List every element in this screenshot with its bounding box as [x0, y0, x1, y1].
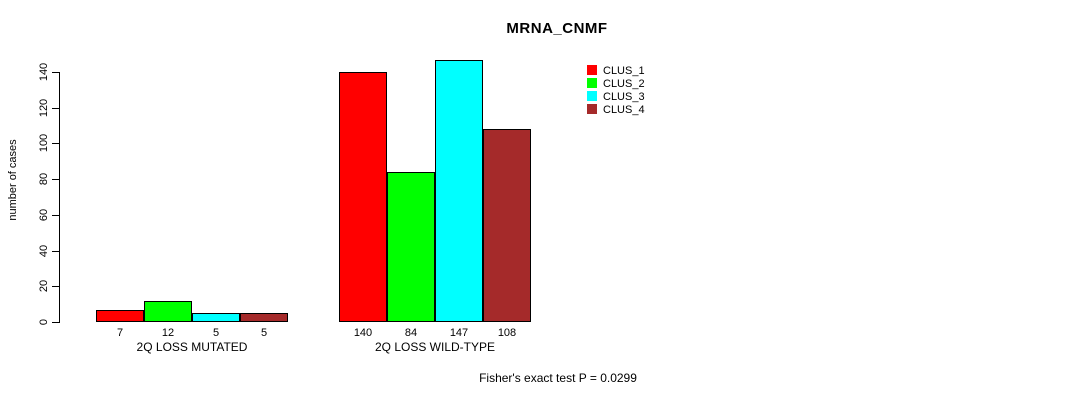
y-tick-label: 0 [38, 318, 50, 326]
legend-label: CLUS_4 [603, 104, 645, 116]
y-tick-label: 100 [38, 134, 50, 153]
group-label: 2Q LOSS MUTATED [136, 340, 248, 354]
y-tick [52, 179, 59, 181]
legend-swatch-clus_2 [587, 78, 597, 88]
legend-swatch-clus_4 [587, 104, 597, 114]
y-tick-label: 60 [38, 208, 50, 221]
legend-label: CLUS_1 [603, 65, 645, 77]
y-tick [52, 286, 59, 288]
y-tick-label: 140 [38, 62, 50, 82]
annotation-fisher-test: Fisher's exact test P = 0.0299 [479, 371, 637, 385]
bar-clus_4-2 [483, 129, 531, 322]
y-tick [52, 322, 59, 323]
y-tick-label: 20 [38, 280, 50, 293]
y-tick [52, 72, 59, 73]
bar-value-label: 5 [260, 327, 268, 339]
bar-value-label: 140 [353, 327, 373, 339]
bar-value-label: 5 [212, 327, 220, 339]
y-axis-label: number of cases [7, 139, 19, 221]
bar-value-label: 147 [449, 327, 469, 339]
chart-title: MRNA_CNMF [506, 20, 608, 37]
y-tick-label: 80 [38, 173, 50, 186]
y-tick [52, 250, 59, 252]
bar-clus_2-1 [144, 300, 192, 322]
y-tick [52, 107, 59, 109]
bar-value-label: 84 [404, 327, 418, 339]
legend-label: CLUS_3 [603, 91, 645, 103]
legend-swatch-clus_1 [587, 65, 597, 75]
bar-clus_3-1 [192, 313, 240, 322]
bar-value-label: 108 [497, 327, 517, 339]
y-tick [52, 214, 59, 216]
y-tick-label: 40 [38, 244, 50, 257]
bar-clus_1-2 [339, 72, 387, 322]
group-label: 2Q LOSS WILD-TYPE [374, 340, 496, 354]
bar-value-label: 12 [161, 327, 175, 339]
y-tick-label: 120 [38, 98, 50, 117]
bar-value-label: 7 [116, 327, 124, 339]
legend-swatch-clus_3 [587, 91, 597, 101]
bar-clus_4-1 [240, 313, 288, 322]
bar-clus_1-1 [96, 309, 144, 322]
bar-clus_3-2 [435, 59, 483, 322]
bar-clus_2-2 [387, 172, 435, 322]
y-tick [52, 143, 59, 145]
legend-label: CLUS_2 [603, 78, 645, 90]
y-axis-line [59, 72, 60, 323]
